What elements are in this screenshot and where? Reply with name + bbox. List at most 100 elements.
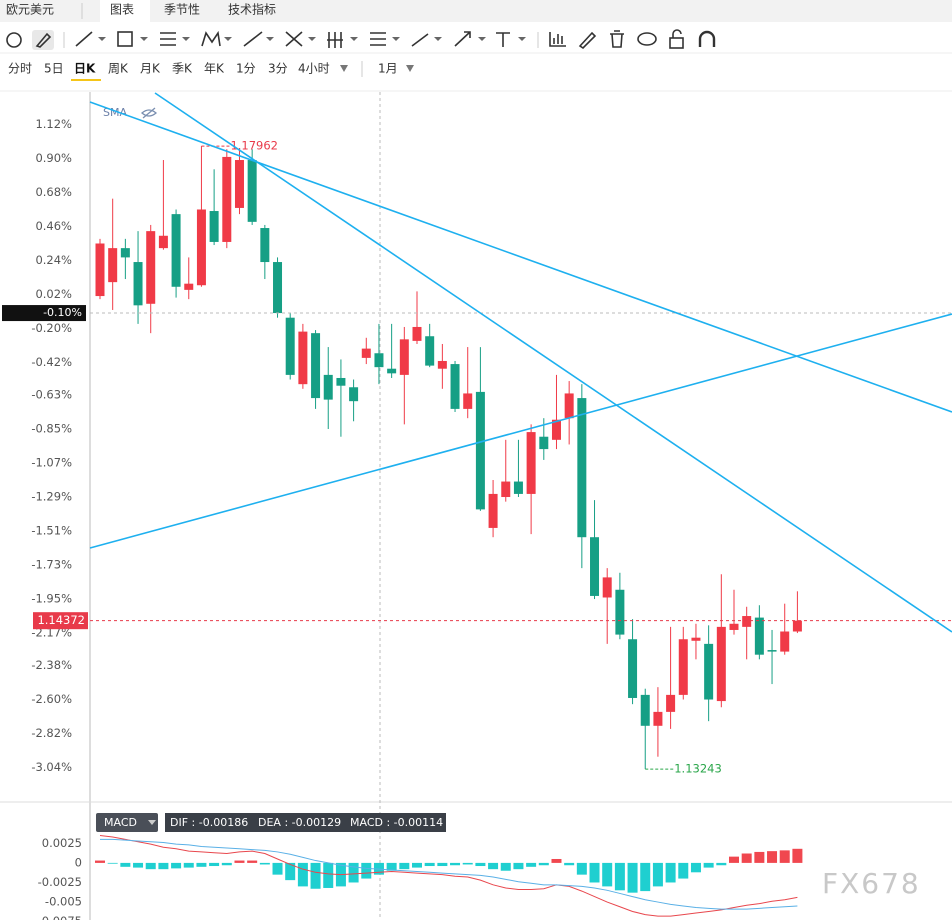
indicator-button-label: MACD: [104, 816, 137, 829]
candle-body: [475, 391, 485, 510]
tool-icon[interactable]: [411, 33, 429, 47]
y-tick-label: -0.42%: [31, 355, 72, 369]
tool-icon[interactable]: [454, 31, 471, 47]
histogram-bar: [171, 862, 182, 869]
y-tick-label: -2.60%: [31, 692, 72, 706]
histogram-bar: [133, 862, 144, 868]
histogram-bar: [412, 862, 422, 868]
candle-body: [323, 374, 333, 400]
tool-icon[interactable]: [160, 32, 176, 46]
period[interactable]: 月K: [140, 62, 161, 76]
y-tick-label: -1.51%: [31, 524, 72, 538]
histogram-bar: [221, 862, 232, 866]
candle-body: [628, 639, 638, 698]
indicator-button: [96, 813, 158, 832]
candle-body: [513, 481, 523, 494]
period[interactable]: 1分: [236, 62, 256, 76]
tool-icon[interactable]: [578, 31, 597, 50]
histogram-bar: [538, 862, 549, 866]
y-tick-label: -2.82%: [31, 726, 72, 740]
histogram-bar: [640, 862, 651, 892]
y-tick-label: -0.005: [45, 895, 82, 909]
histogram-bar: [424, 862, 435, 867]
tool-icon[interactable]: [117, 31, 133, 47]
histogram-bar: [120, 862, 131, 867]
y-tick-label: -1.29%: [31, 490, 72, 504]
y-tick-label: -1.73%: [31, 558, 72, 572]
tool-icon[interactable]: [669, 37, 684, 49]
histogram-bar: [526, 862, 537, 867]
candle-body: [463, 393, 473, 409]
histogram-bar: [437, 862, 448, 867]
period[interactable]: 年K: [204, 62, 225, 76]
tool-icon[interactable]: [6, 32, 22, 48]
readout: DEA : -0.00129: [258, 816, 341, 829]
candle-body: [450, 364, 460, 409]
histogram-bar: [475, 862, 486, 867]
histogram-bar: [183, 862, 194, 868]
tool-icon[interactable]: [672, 29, 682, 38]
histogram-bar: [462, 862, 473, 865]
period[interactable]: 4小时: [298, 62, 330, 76]
candle-body: [716, 626, 726, 702]
period[interactable]: 季K: [172, 62, 193, 76]
period[interactable]: 5日: [44, 62, 64, 76]
period[interactable]: 周K: [108, 62, 129, 76]
trend-line[interactable]: [89, 313, 952, 549]
tool-icon[interactable]: [610, 30, 624, 48]
y-tick-label: -1.07%: [31, 456, 72, 470]
tool-icon[interactable]: [35, 32, 52, 48]
indicator-line: [99, 834, 798, 917]
candle-body: [602, 577, 612, 598]
tool-icon[interactable]: [549, 32, 566, 47]
candle-body: [425, 336, 435, 366]
tab[interactable]: 图表: [110, 3, 134, 17]
candle-body: [742, 616, 752, 627]
eye-icon[interactable]: [141, 107, 157, 119]
tool-icon[interactable]: [75, 31, 93, 47]
active-tab: [100, 0, 150, 22]
tool-icon[interactable]: [698, 30, 716, 47]
y-tick-label: -2.38%: [31, 658, 72, 672]
tool-icon[interactable]: [370, 32, 386, 46]
candle-body: [691, 637, 701, 641]
dropdown-arrows: [340, 65, 414, 72]
period-active[interactable]: 日K: [74, 62, 96, 76]
trend-line[interactable]: [89, 101, 952, 413]
candle-body: [501, 481, 511, 498]
histogram-bar: [729, 856, 739, 863]
candle-body: [108, 248, 118, 283]
candle-body: [792, 620, 802, 632]
histogram-bar: [665, 862, 676, 883]
candle-body: [387, 368, 397, 374]
y-tick-label: 1.12%: [35, 117, 72, 131]
tool-icon[interactable]: [327, 32, 343, 48]
histogram-bar: [399, 862, 410, 870]
tool-icon[interactable]: [496, 32, 510, 47]
candle-body: [526, 432, 536, 494]
histogram-bar: [247, 860, 258, 863]
tool-icon[interactable]: [201, 30, 221, 47]
candle-body: [551, 419, 561, 440]
tool-icon[interactable]: [285, 31, 303, 47]
watermark: FX678: [822, 867, 921, 900]
histogram-bar: [716, 862, 727, 866]
period[interactable]: 1月: [378, 62, 398, 76]
trend-line[interactable]: [154, 92, 952, 633]
histogram-bar: [767, 851, 778, 863]
tool-icon[interactable]: [243, 31, 263, 47]
candle-body: [374, 353, 384, 368]
period[interactable]: 分时: [8, 62, 32, 76]
candle-body: [640, 694, 650, 726]
candle-body: [171, 214, 181, 287]
trend-lines: [89, 92, 952, 633]
period[interactable]: 3分: [268, 62, 288, 76]
tool-icon[interactable]: [637, 32, 657, 46]
candle-body: [120, 248, 130, 258]
histogram-bar: [627, 862, 638, 893]
extreme-label: 1.17962: [230, 139, 278, 153]
tab[interactable]: 技术指标: [228, 2, 276, 17]
candle-body: [260, 228, 270, 263]
tab[interactable]: 季节性: [164, 3, 200, 17]
histogram-bar: [551, 858, 562, 863]
